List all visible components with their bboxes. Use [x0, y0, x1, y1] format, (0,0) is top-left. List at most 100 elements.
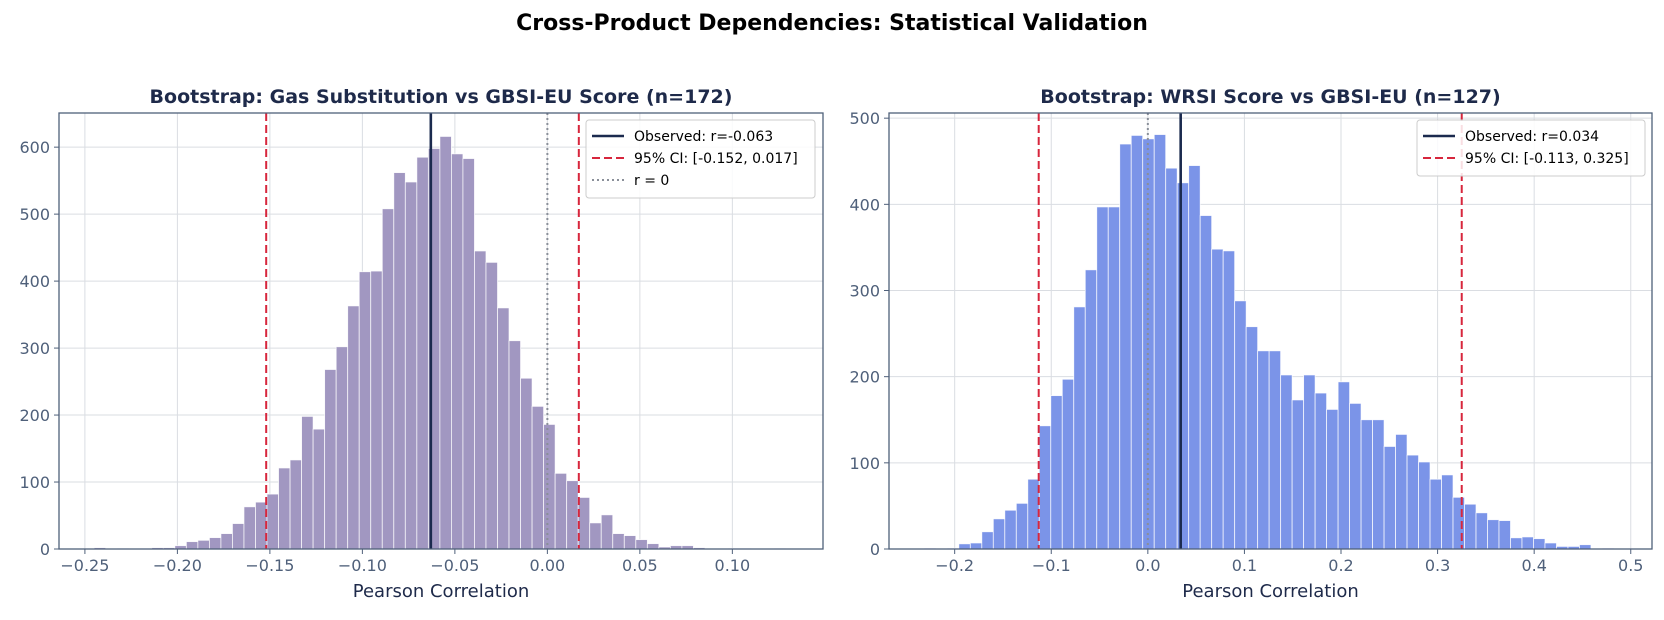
- histogram-bar: [1406, 454, 1419, 550]
- histogram-bar: [1188, 165, 1201, 550]
- histogram-bar: [531, 405, 545, 550]
- figure-title: Cross-Product Dependencies: Statistical …: [516, 11, 1148, 36]
- legend-label-observed: Observed: r=-0.063: [634, 129, 773, 145]
- y-tick-label: 300: [849, 282, 880, 301]
- histogram-bar: [1395, 433, 1408, 550]
- histogram-bar: [439, 136, 452, 550]
- histogram-bar: [232, 523, 245, 550]
- histogram-bar: [1372, 419, 1385, 550]
- legend-label-ci: 95% CI: [-0.152, 0.017]: [634, 151, 798, 167]
- histogram-bar: [301, 415, 314, 550]
- histogram-bar: [347, 305, 360, 550]
- legend-box: [585, 119, 816, 199]
- histogram-bar: [1222, 250, 1236, 550]
- histogram-bar: [208, 537, 222, 550]
- x-tick-label: 0.10: [715, 556, 751, 575]
- histogram-bar: [1234, 300, 1247, 550]
- x-tick-label: 0.5: [1618, 556, 1643, 575]
- histogram-bar: [1257, 350, 1270, 550]
- right-histogram-panel: −0.2 −0.1 0.0 0.1 0.2 0.3 0.4 0.5 0 100 200 300 400 5…: [849, 86, 1653, 602]
- histogram-bar: [416, 156, 429, 550]
- histogram-bar: [1291, 399, 1305, 550]
- histogram-bar: [404, 181, 418, 550]
- histogram-bar: [543, 424, 556, 550]
- y-tick-label: 400: [849, 195, 880, 214]
- x-tick-label: 0.2: [1328, 556, 1353, 575]
- y-tick-label: 600: [19, 138, 50, 157]
- histogram-bar: [451, 153, 464, 550]
- histogram-bar: [1326, 409, 1339, 550]
- histogram-bar: [1510, 537, 1523, 550]
- y-tick-label: 500: [849, 109, 880, 128]
- y-tick-label: 100: [19, 473, 50, 492]
- histogram-bar: [1303, 374, 1316, 550]
- histogram-bar: [508, 340, 521, 550]
- histogram-bar: [312, 428, 326, 550]
- histogram-bar: [1429, 478, 1442, 550]
- histogram-bar: [1176, 182, 1190, 550]
- histogram-bar: [1521, 536, 1534, 550]
- axes-frame: [888, 112, 1653, 550]
- histogram-bar: [393, 172, 406, 550]
- x-tick-label: −0.25: [60, 556, 109, 575]
- x-tick-label: 0.00: [530, 556, 566, 575]
- histogram-bar: [981, 531, 994, 550]
- histogram-bar: [1418, 461, 1431, 550]
- axes-frame: [58, 112, 824, 550]
- legend-box: [1416, 119, 1646, 177]
- histogram-bar: [266, 493, 279, 550]
- histogram-bar: [1073, 306, 1086, 550]
- y-tick-label: 0: [40, 540, 50, 559]
- x-tick-label: 0.05: [622, 556, 658, 575]
- histogram-bar: [1119, 143, 1132, 550]
- histogram-bar: [1027, 478, 1040, 550]
- x-tick-label: 0.1: [1232, 556, 1257, 575]
- histogram-bar: [1383, 446, 1396, 550]
- histogram-bar: [1314, 392, 1328, 550]
- histogram-bar: [335, 346, 349, 550]
- histogram-bar: [1464, 503, 1477, 550]
- histogram-bar: [1544, 542, 1557, 550]
- legend-label-ci: 95% CI: [-0.113, 0.325]: [1465, 151, 1629, 167]
- x-tick-label: −0.15: [245, 556, 294, 575]
- histogram-bar: [1211, 248, 1224, 550]
- x-tick-label: 0.0: [1135, 556, 1160, 575]
- y-tick-label: 400: [19, 272, 50, 291]
- histogram-bar: [1050, 395, 1063, 550]
- histogram-bar: [462, 158, 475, 550]
- y-tick-label: 200: [19, 406, 50, 425]
- histogram-bar: [1165, 167, 1178, 550]
- x-tick-label: −0.1: [1032, 556, 1071, 575]
- histogram-bar: [1245, 326, 1259, 550]
- histogram-bar: [1004, 509, 1017, 550]
- x-tick-label: 0.3: [1425, 556, 1450, 575]
- y-tick-label: 500: [19, 205, 50, 224]
- y-tick-label: 200: [849, 368, 880, 387]
- histogram-bar: [1280, 374, 1293, 550]
- chart-title: Bootstrap: WRSI Score vs GBSI-EU (n=127): [1040, 86, 1500, 108]
- x-tick-label: −0.10: [338, 556, 387, 575]
- histogram-bar: [381, 208, 395, 550]
- x-tick-label: −0.2: [935, 556, 974, 575]
- histogram-bar: [646, 543, 660, 550]
- histogram-bar: [623, 535, 637, 550]
- histogram-bar: [600, 514, 614, 550]
- y-tick-label: 0: [870, 540, 880, 559]
- legend-label-zero: r = 0: [634, 173, 669, 189]
- histogram-bar: [220, 533, 233, 550]
- histogram-bar: [370, 270, 383, 550]
- chart-title: Bootstrap: Gas Substitution vs GBSI-EU S…: [150, 86, 733, 108]
- histogram-bar: [289, 459, 302, 550]
- histogram-bar: [1153, 134, 1167, 550]
- histogram-bar: [278, 467, 291, 550]
- histogram-bar: [969, 542, 983, 550]
- histogram-bar: [1015, 502, 1029, 550]
- histogram-bar: [1349, 402, 1362, 550]
- legend-label-observed: Observed: r=0.034: [1465, 129, 1599, 145]
- histogram-bar: [612, 533, 625, 550]
- histogram-bar: [1452, 496, 1465, 550]
- histogram-bar: [197, 539, 210, 550]
- histogram-bar: [566, 480, 579, 550]
- y-tick-label: 100: [849, 454, 880, 473]
